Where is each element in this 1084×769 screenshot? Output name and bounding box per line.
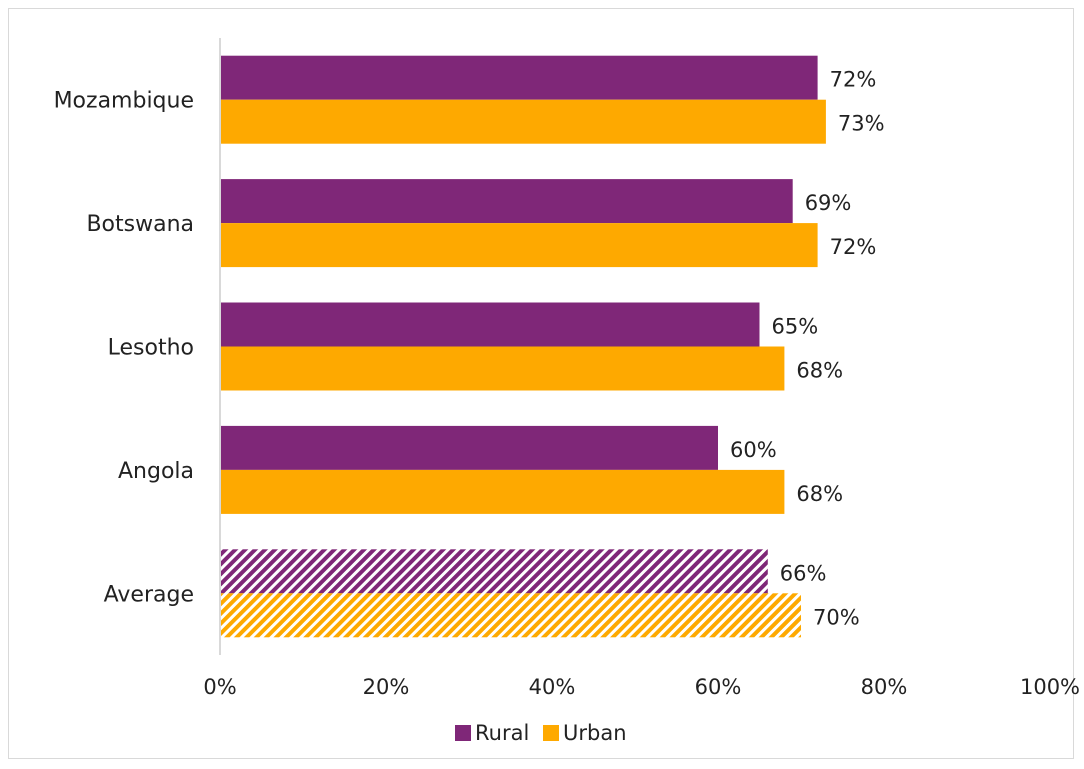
bar-rural-lesotho xyxy=(221,302,760,347)
bar-rural-botswana xyxy=(221,179,793,224)
legend-label-urban: Urban xyxy=(563,721,627,745)
bar-rural-mozambique xyxy=(221,55,818,100)
data-label-rural-botswana: 69% xyxy=(805,191,852,215)
x-tick-label-20: 20% xyxy=(363,675,410,699)
bar-urban-lesotho xyxy=(221,346,785,391)
data-label-rural-lesotho: 65% xyxy=(772,315,819,339)
bar-urban-botswana xyxy=(221,223,818,268)
x-tick-label-100: 100% xyxy=(1020,675,1080,699)
legend-swatch-urban xyxy=(543,725,559,741)
data-label-urban-lesotho: 68% xyxy=(796,359,843,383)
x-tick-label-60: 60% xyxy=(695,675,742,699)
data-label-rural-mozambique: 72% xyxy=(830,68,877,92)
bar-urban-mozambique xyxy=(221,99,826,144)
category-label-average: Average xyxy=(104,582,194,607)
category-label-mozambique: Mozambique xyxy=(54,89,194,114)
data-label-rural-angola: 60% xyxy=(730,438,777,462)
x-tick-label-80: 80% xyxy=(861,675,908,699)
data-label-urban-average: 70% xyxy=(813,605,860,629)
data-label-urban-mozambique: 73% xyxy=(838,112,885,136)
bar-urban-average xyxy=(221,593,801,638)
category-label-botswana: Botswana xyxy=(86,212,194,237)
x-tick-label-0: 0% xyxy=(203,675,236,699)
category-label-angola: Angola xyxy=(118,459,194,484)
legend-swatch-rural xyxy=(455,725,471,741)
bar-urban-angola xyxy=(221,469,785,514)
data-label-urban-angola: 68% xyxy=(796,482,843,506)
bar-rural-angola xyxy=(221,425,718,470)
data-label-rural-average: 66% xyxy=(780,561,827,585)
data-label-urban-botswana: 72% xyxy=(830,235,877,259)
x-tick-label-40: 40% xyxy=(529,675,576,699)
bar-rural-average xyxy=(221,549,768,594)
legend-label-rural: Rural xyxy=(475,721,529,745)
category-label-lesotho: Lesotho xyxy=(108,336,194,361)
